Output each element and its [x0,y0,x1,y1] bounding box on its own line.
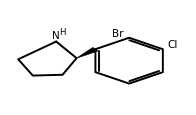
Polygon shape [76,48,98,59]
Text: Cl: Cl [168,40,178,50]
Text: H: H [59,27,65,36]
Text: Br: Br [112,29,124,39]
Text: N: N [52,31,59,41]
